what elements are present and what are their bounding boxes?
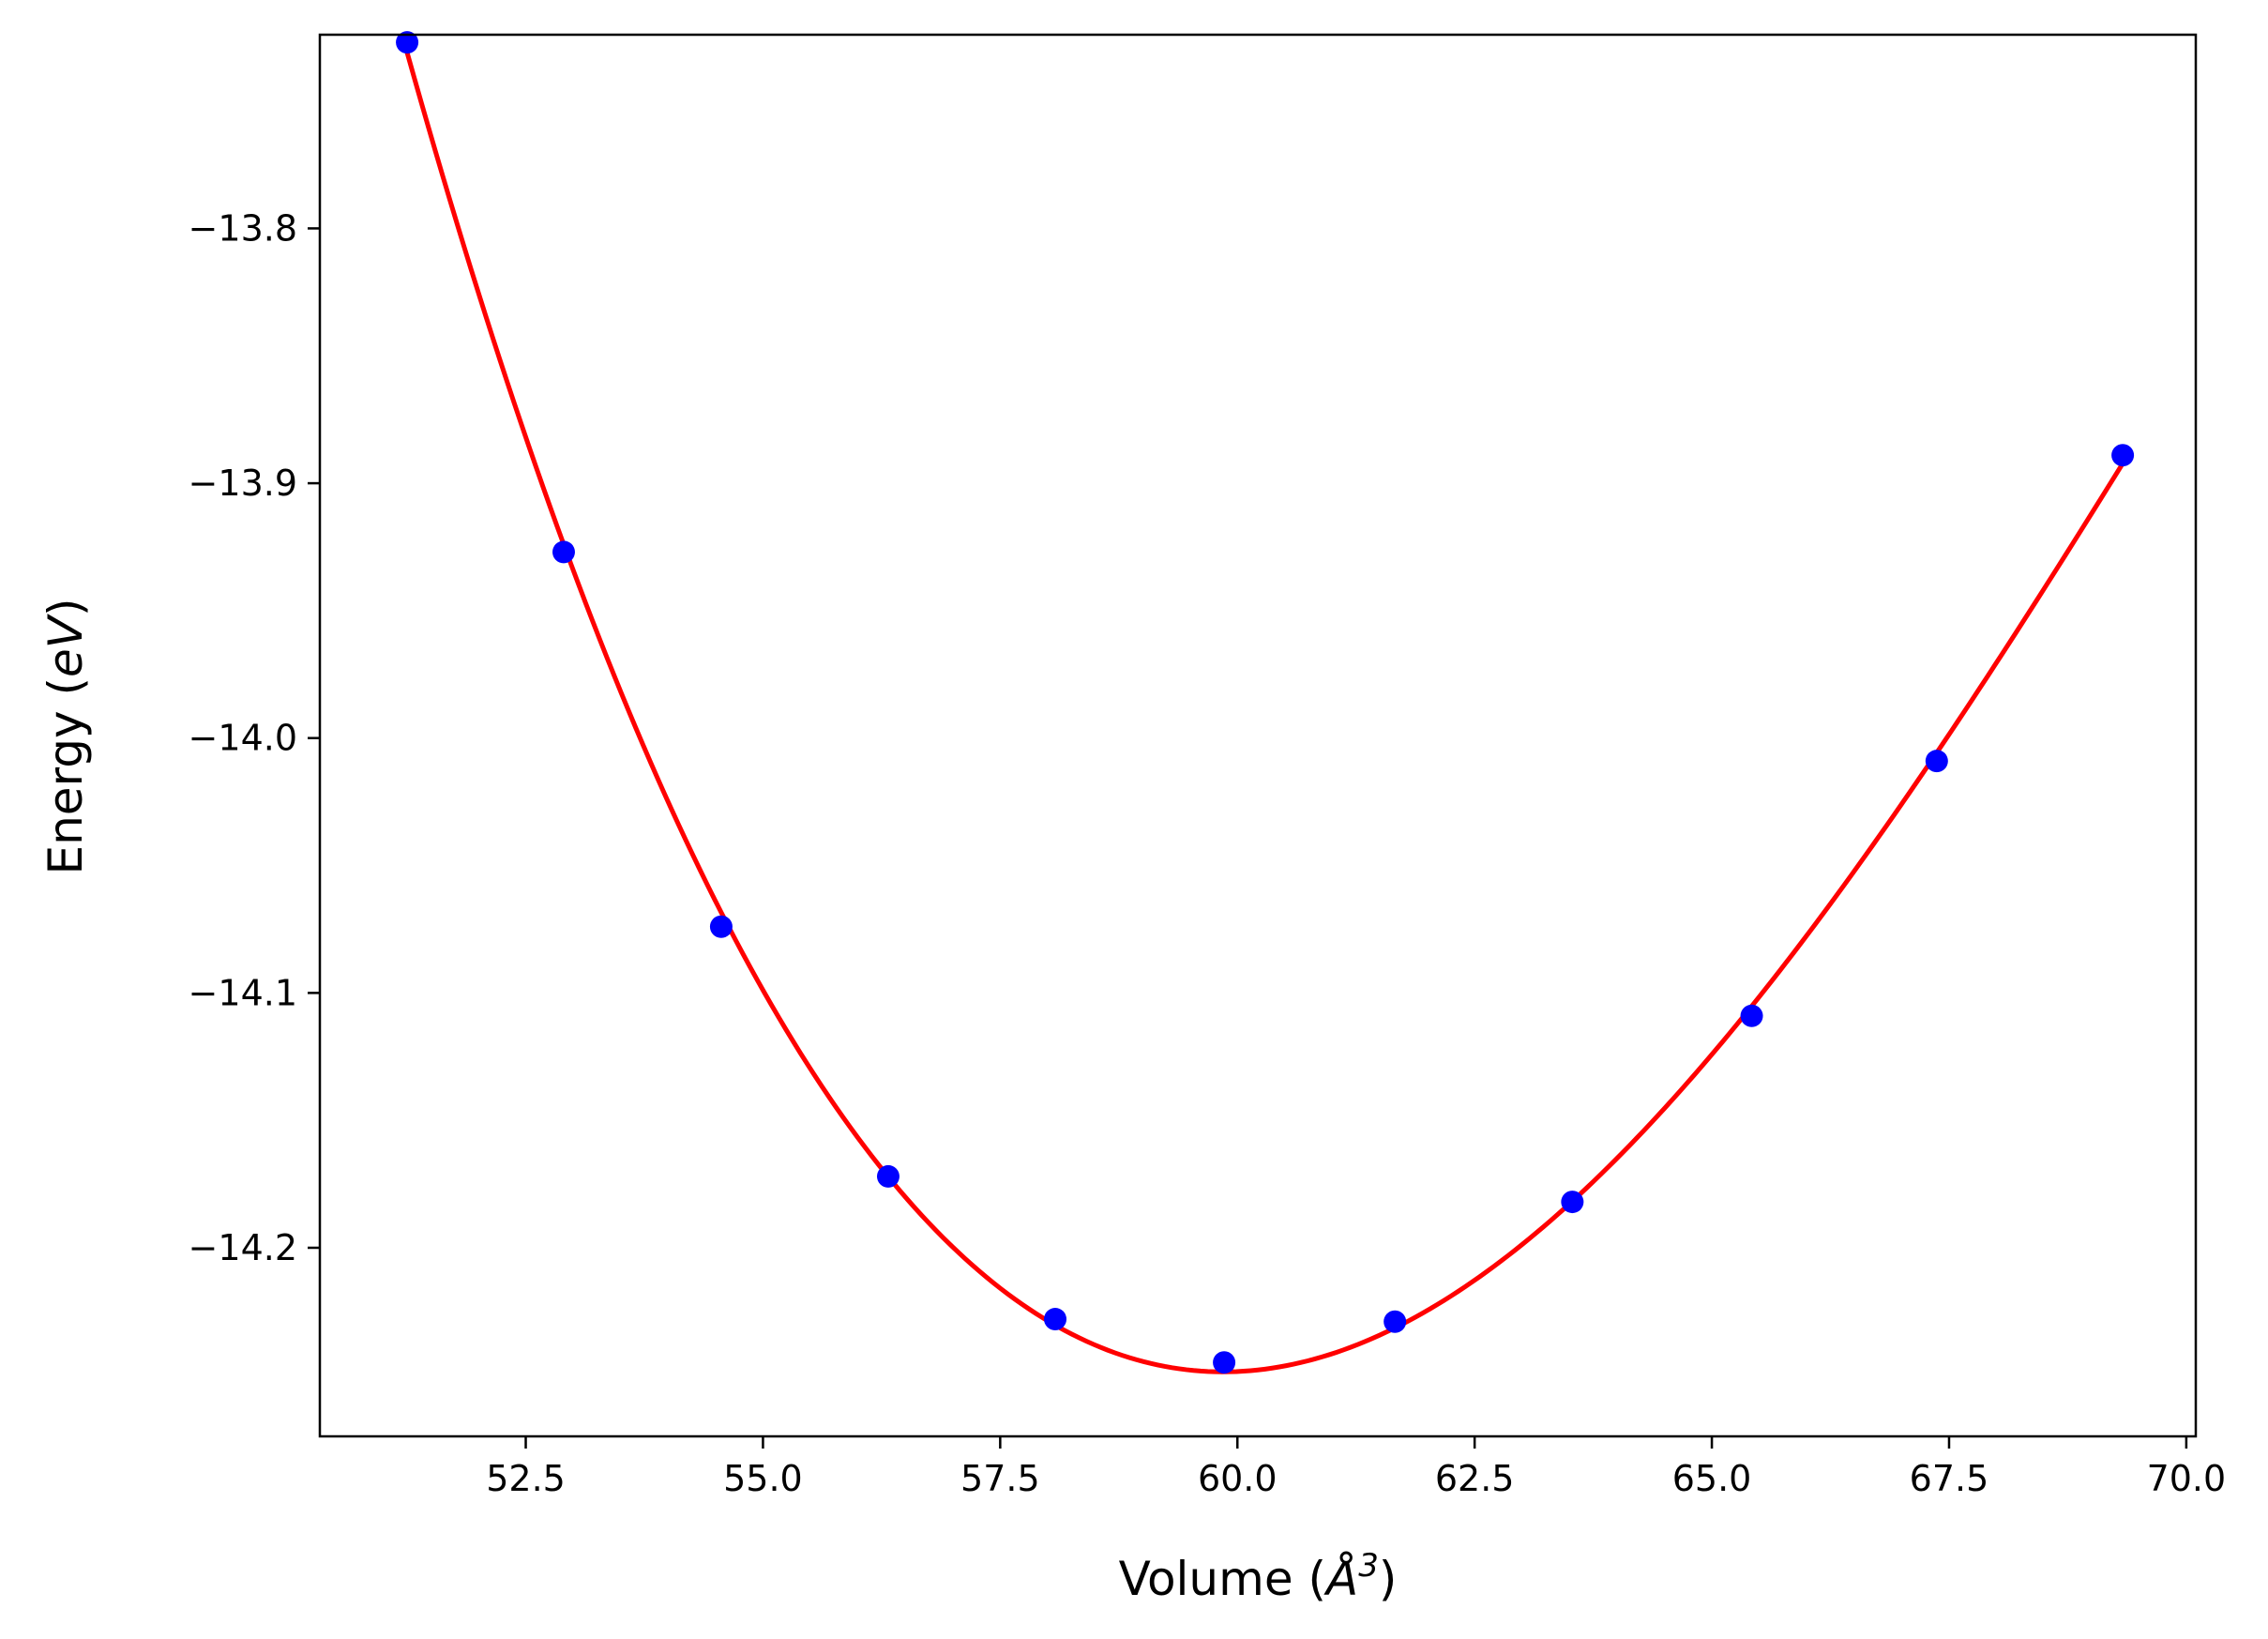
y-tick-label: −13.9 [189,463,297,504]
x-tick-label: 65.0 [1672,1458,1752,1499]
y-tick-label: −14.2 [189,1227,297,1268]
x-tick-label: 60.0 [1198,1458,1278,1499]
x-tick-label: 62.5 [1435,1458,1515,1499]
data-point [876,1164,900,1188]
plot-area [396,31,2135,1374]
x-axis-unit-exponent: 3 [1358,1547,1379,1585]
x-tick-label: 55.0 [723,1458,803,1499]
data-point [552,540,575,564]
y-axis-unit: eV [38,613,93,677]
y-axis-label: Energy (eV) [38,599,93,875]
fit-curve-line [404,52,2125,1374]
x-tick-label: 52.5 [486,1458,566,1499]
y-tick-label: −14.1 [189,972,297,1013]
data-point [1213,1351,1236,1374]
data-point [1561,1191,1584,1214]
y-tick-label: −14.0 [189,718,297,759]
x-axis-unit: Å [1323,1552,1358,1606]
data-point [1383,1310,1407,1333]
y-tick-label: −13.8 [189,207,297,249]
data-point [1044,1308,1067,1331]
x-axis-ticks: 52.5 55.0 57.5 60.0 62.5 65.0 67.5 70.0 [486,1436,2226,1499]
x-tick-label: 67.5 [1910,1458,1989,1499]
data-point [396,31,419,54]
axes-frame [318,33,2198,1438]
data-point [1740,1004,1763,1027]
y-axis-ticks: −14.2 −14.1 −14.0 −13.9 −13.8 [189,207,320,1268]
x-axis-label: Volume (Å3) [1119,1547,1398,1606]
x-tick-label: 57.5 [960,1458,1040,1499]
data-point [2111,444,2135,467]
x-tick-label: 70.0 [2147,1458,2227,1499]
data-point [1925,750,1948,773]
data-point [709,915,733,938]
data-points [396,31,2135,1374]
y-axis-label-text: Energy [38,710,93,874]
x-axis-label-text: Volume [1119,1552,1293,1606]
